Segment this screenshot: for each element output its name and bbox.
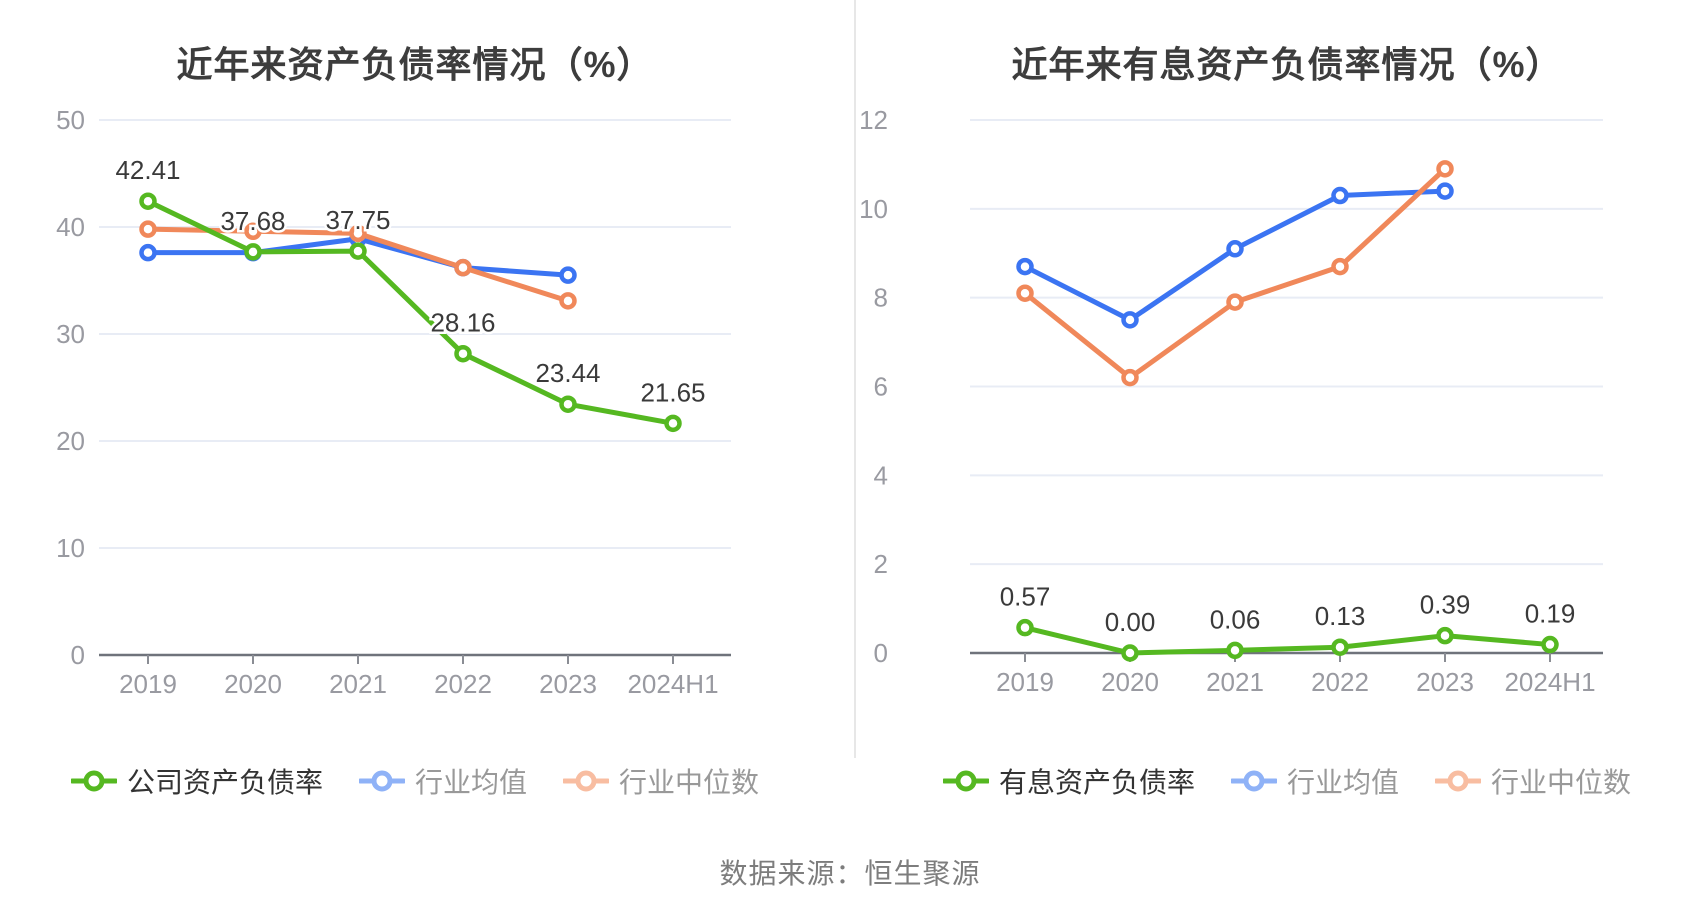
panel-divider (854, 0, 856, 758)
legend-item-label: 公司资产负债率 (126, 767, 323, 798)
y-axis-tick-label: 10 (56, 533, 85, 563)
left-chart-title: 近年来资产负债率情况（%） (176, 43, 654, 85)
data-point[interactable] (1436, 182, 1454, 200)
right-chart-legend: 有息资产负债率 行业均值 行业中位数 (937, 756, 1637, 806)
data-point-label: 23.44 (535, 358, 600, 388)
data-point[interactable] (139, 243, 157, 262)
legend-item[interactable]: 公司资产负债率 (70, 761, 323, 801)
data-point[interactable] (559, 292, 577, 310)
data-point[interactable] (454, 344, 472, 363)
y-axis-tick-label: 4 (874, 460, 888, 490)
data-point-label: 0.00 (1105, 607, 1156, 637)
x-axis-tick-label: 2023 (1416, 667, 1474, 697)
data-point[interactable] (1226, 293, 1244, 311)
x-axis-tick-label: 2021 (1206, 667, 1264, 697)
data-point[interactable] (559, 395, 577, 413)
y-axis-tick-label: 40 (56, 212, 85, 242)
data-point-label: 0.06 (1210, 604, 1261, 634)
data-point[interactable] (139, 192, 157, 210)
legend-line-marker-icon (942, 770, 989, 792)
y-axis-tick-label: 30 (56, 319, 85, 349)
y-axis-tick-label: 20 (56, 426, 85, 456)
data-point[interactable] (1436, 160, 1454, 178)
data-point[interactable] (349, 242, 367, 260)
data-point-label: 0.13 (1315, 601, 1366, 631)
right-chart-title: 近年来有息资产负债率情况（%） (1011, 43, 1563, 85)
data-point[interactable] (1331, 186, 1349, 205)
data-point-label: 37.75 (325, 205, 390, 235)
series-line (1022, 625, 1553, 656)
data-point[interactable] (1331, 638, 1349, 656)
data-point[interactable] (1016, 257, 1034, 276)
legend-line-marker-icon (70, 770, 117, 792)
data-point-label: 21.65 (640, 377, 705, 407)
y-axis-tick-label: 12 (859, 105, 888, 135)
data-point[interactable] (664, 414, 682, 433)
x-axis-tick-label: 2019 (996, 667, 1054, 697)
legend-line-marker-icon (563, 770, 609, 792)
data-point[interactable] (1121, 368, 1139, 387)
data-point-label: 42.41 (115, 155, 180, 185)
data-point[interactable] (1016, 618, 1034, 637)
legend-item[interactable]: 行业中位数 (1435, 761, 1631, 801)
data-point[interactable] (244, 243, 262, 261)
y-axis-tick-label: 0 (71, 640, 85, 670)
x-axis-tick-label: 2021 (329, 669, 387, 699)
data-source-note: 数据来源：恒生聚源 (719, 858, 981, 889)
x-axis-tick-label: 2022 (1311, 667, 1369, 697)
x-axis-tick-label: 2024H1 (627, 669, 718, 699)
y-axis-tick-label: 10 (859, 194, 888, 224)
data-point[interactable] (1331, 257, 1349, 276)
y-axis-tick-label: 50 (56, 105, 85, 135)
legend-item[interactable]: 有息资产负债率 (942, 761, 1195, 801)
left-chart-legend: 公司资产负债率 行业均值 行业中位数 (65, 756, 765, 806)
data-point[interactable] (559, 266, 577, 284)
legend-item[interactable]: 行业均值 (1230, 761, 1399, 801)
data-point[interactable] (1226, 641, 1244, 660)
x-axis-tick-label: 2022 (434, 669, 492, 699)
legend-item-label: 行业中位数 (1491, 767, 1632, 798)
legend-item-label: 行业均值 (1286, 767, 1399, 798)
y-axis-tick-label: 6 (874, 372, 888, 402)
data-point[interactable] (1016, 284, 1034, 302)
data-point-label: 0.39 (1420, 590, 1471, 620)
y-axis-tick-label: 0 (874, 638, 888, 668)
data-point[interactable] (454, 258, 472, 277)
legend-line-marker-icon (1230, 770, 1277, 792)
data-point[interactable] (349, 224, 367, 243)
legend-line-marker-icon (1435, 770, 1481, 792)
legend-line-marker-icon (358, 770, 405, 792)
legend-item[interactable]: 行业中位数 (563, 761, 759, 801)
data-point[interactable] (139, 220, 157, 238)
data-point-label: 28.16 (430, 308, 495, 338)
x-axis-tick-label: 2020 (224, 669, 282, 699)
x-axis-tick-label: 2019 (119, 669, 177, 699)
legend-item[interactable]: 行业均值 (358, 761, 527, 801)
legend-item-label: 有息资产负债率 (998, 767, 1195, 798)
data-point-label: 0.19 (1525, 599, 1576, 629)
x-axis-tick-label: 2024H1 (1504, 667, 1595, 697)
data-point[interactable] (1541, 635, 1559, 654)
legend-item-label: 行业均值 (414, 767, 527, 798)
data-point-label: 37.68 (220, 206, 285, 236)
legend-item-label: 行业中位数 (619, 767, 760, 798)
data-point[interactable] (244, 222, 262, 241)
x-axis-tick-label: 2020 (1101, 667, 1159, 697)
data-point[interactable] (1121, 311, 1139, 329)
data-point[interactable] (1121, 644, 1139, 662)
series-line (145, 198, 676, 426)
x-axis-tick-label: 2023 (539, 669, 597, 699)
y-axis-tick-label: 2 (874, 549, 888, 579)
data-point[interactable] (1436, 626, 1454, 645)
data-point-label: 0.57 (1000, 582, 1051, 612)
data-point[interactable] (1226, 240, 1244, 258)
y-axis-tick-label: 8 (874, 283, 888, 313)
series-line (1022, 166, 1448, 381)
